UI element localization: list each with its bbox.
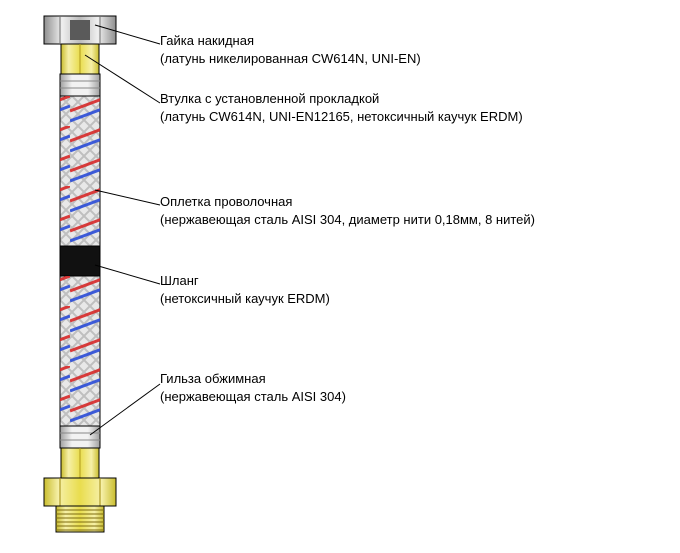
label-braid-sub: (нержавеющая сталь AISI 304, диаметр нит…: [160, 211, 535, 229]
hose-diagram: [30, 6, 150, 546]
label-hose-sub: (нетоксичный каучук ERDM): [160, 290, 330, 308]
label-hose-title: Шланг: [160, 272, 330, 290]
label-nut-sub: (латунь никелированная CW614N, UNI-EN): [160, 50, 421, 68]
label-braid: Оплетка проволочная (нержавеющая сталь A…: [160, 193, 535, 228]
label-bushing: Втулка с установленной прокладкой (латун…: [160, 90, 523, 125]
label-hose: Шланг (нетоксичный каучук ERDM): [160, 272, 330, 307]
label-nut: Гайка накидная (латунь никелированная CW…: [160, 32, 421, 67]
label-bushing-title: Втулка с установленной прокладкой: [160, 90, 523, 108]
label-nut-title: Гайка накидная: [160, 32, 421, 50]
label-braid-title: Оплетка проволочная: [160, 193, 535, 211]
label-ferrule-sub: (нержавеющая сталь AISI 304): [160, 388, 346, 406]
label-bushing-sub: (латунь CW614N, UNI-EN12165, нетоксичный…: [160, 108, 523, 126]
label-ferrule: Гильза обжимная (нержавеющая сталь AISI …: [160, 370, 346, 405]
label-ferrule-title: Гильза обжимная: [160, 370, 346, 388]
